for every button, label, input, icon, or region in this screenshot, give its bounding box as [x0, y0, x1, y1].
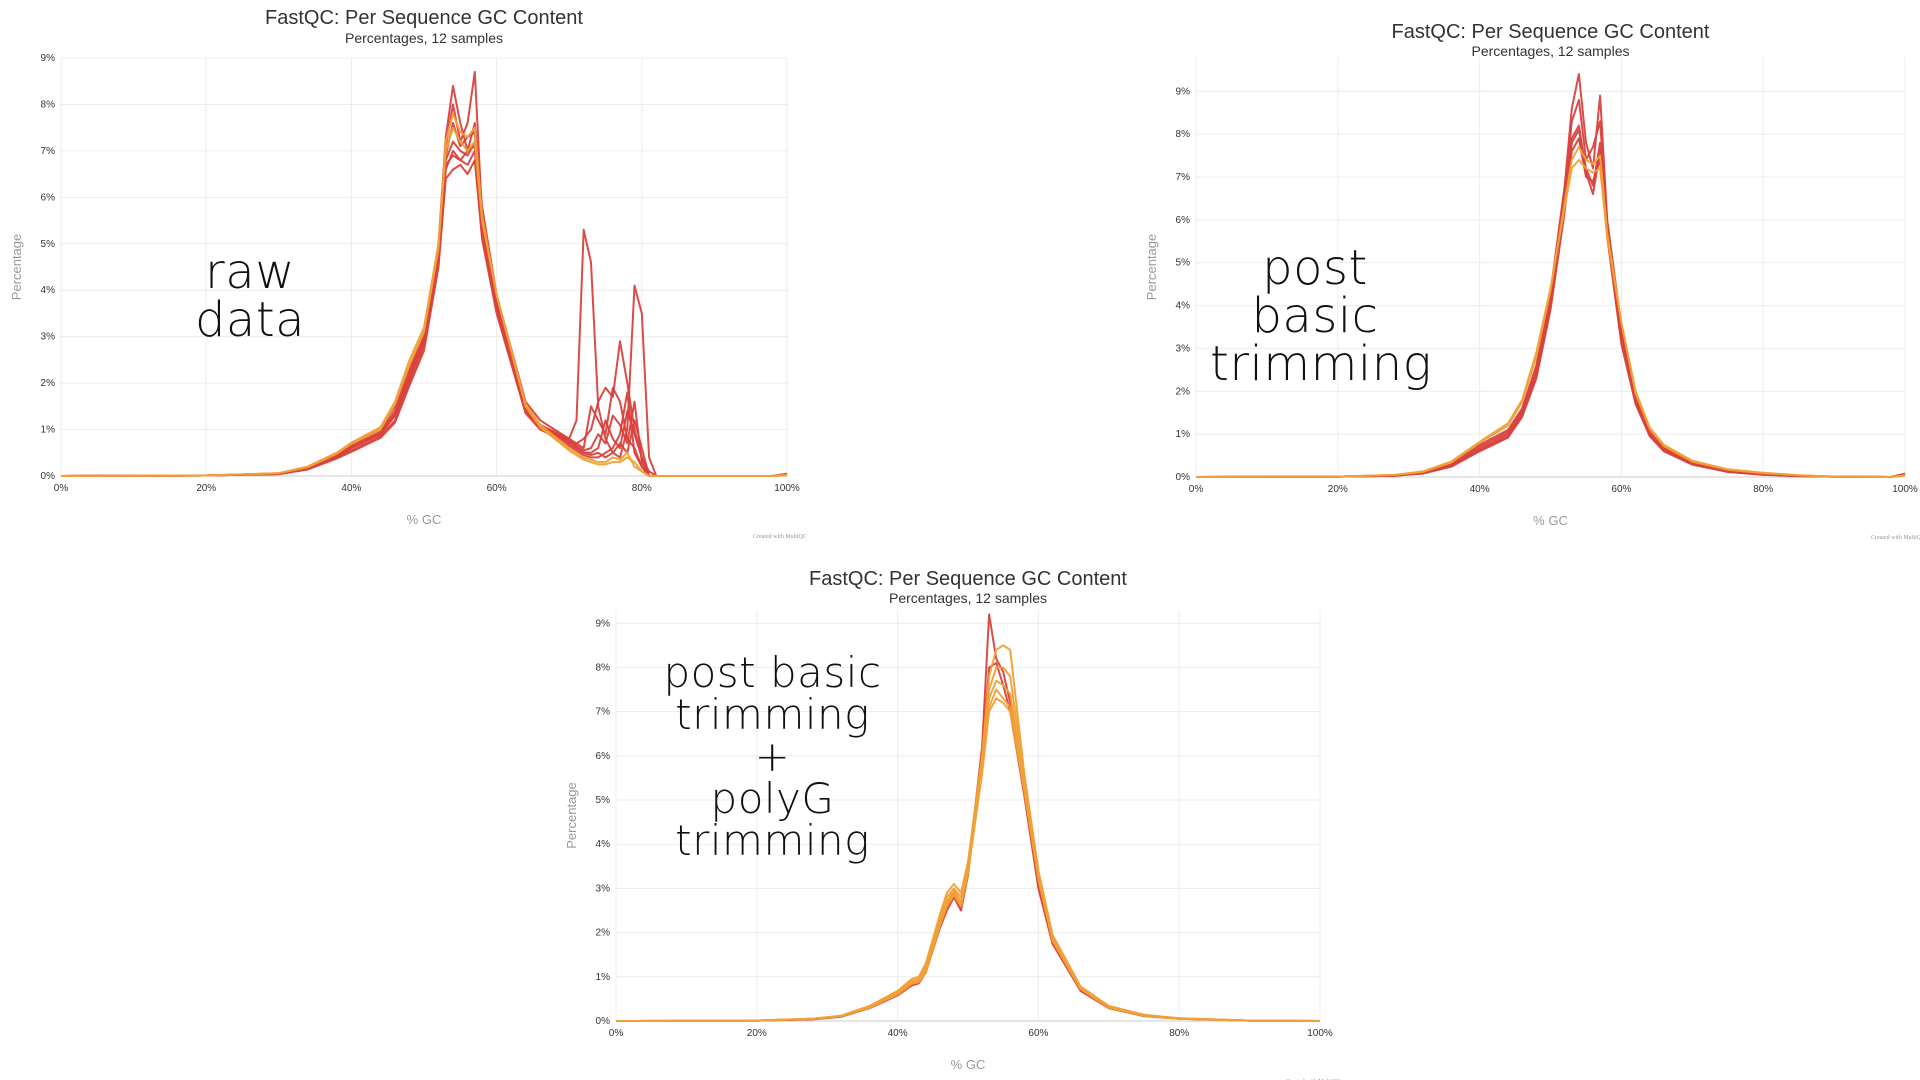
- y-axis-title: Percentage: [1144, 234, 1159, 301]
- x-tick-label: 40%: [888, 1028, 908, 1039]
- credit-label: Created with MultiQC: [1871, 535, 1920, 541]
- y-tick-label: 8%: [1176, 129, 1191, 140]
- chart-subtitle: Percentages, 12 samples: [345, 30, 503, 46]
- chart-raw-data-plot: FastQC: Per Sequence GC ContentPercentag…: [9, 7, 807, 540]
- y-tick-label: 1%: [596, 972, 611, 983]
- chart-title: FastQC: Per Sequence GC Content: [1392, 21, 1710, 43]
- y-tick-label: 9%: [596, 618, 611, 629]
- y-axis-title: Percentage: [564, 782, 579, 849]
- y-tick-label: 4%: [1176, 301, 1191, 312]
- credit-label: Created with MultiQC: [753, 534, 807, 540]
- x-tick-label: 20%: [747, 1028, 767, 1039]
- x-tick-label: 80%: [632, 483, 652, 494]
- chart-post-basic-trimming-plot: FastQC: Per Sequence GC ContentPercentag…: [1144, 21, 1920, 541]
- y-tick-label: 7%: [1176, 172, 1191, 183]
- x-tick-label: 60%: [1028, 1028, 1048, 1039]
- y-tick-label: 0%: [1176, 472, 1191, 483]
- y-tick-label: 6%: [596, 751, 611, 762]
- x-tick-label: 80%: [1753, 484, 1773, 495]
- y-tick-label: 5%: [41, 239, 56, 250]
- x-tick-label: 80%: [1169, 1028, 1189, 1039]
- x-tick-label: 100%: [1307, 1028, 1333, 1039]
- y-tick-label: 9%: [1176, 86, 1191, 97]
- y-tick-label: 7%: [596, 707, 611, 718]
- x-axis-title: % GC: [951, 1057, 986, 1072]
- y-tick-label: 6%: [1176, 215, 1191, 226]
- chart-subtitle: Percentages, 12 samples: [889, 590, 1047, 606]
- x-tick-label: 0%: [1189, 484, 1204, 495]
- y-tick-label: 7%: [41, 146, 56, 157]
- y-tick-label: 1%: [41, 425, 56, 436]
- y-tick-label: 0%: [41, 471, 56, 482]
- annotation-line: trimming: [1210, 336, 1432, 392]
- y-tick-label: 4%: [41, 285, 56, 296]
- y-tick-label: 5%: [596, 795, 611, 806]
- annotation-line: post basic: [663, 648, 882, 697]
- y-tick-label: 5%: [1176, 258, 1191, 269]
- x-tick-label: 40%: [341, 483, 361, 494]
- annotation-post-basic-trimming: post basic trimming: [1210, 240, 1432, 392]
- chart-post-basic-trimming: FastQC: Per Sequence GC Content Percentag…: [1130, 0, 1920, 545]
- x-axis-title: % GC: [1533, 513, 1568, 528]
- annotation-post-polyg-trimming: post basic trimming + polyG trimming: [655, 652, 890, 862]
- y-tick-label: 6%: [41, 192, 56, 203]
- y-tick-label: 3%: [41, 332, 56, 343]
- x-tick-label: 60%: [1611, 484, 1631, 495]
- annotation-line: trimming +: [675, 690, 870, 781]
- x-tick-label: 0%: [609, 1028, 624, 1039]
- chart-subtitle: Percentages, 12 samples: [1472, 43, 1630, 59]
- x-tick-label: 0%: [54, 483, 69, 494]
- x-tick-label: 60%: [487, 483, 507, 494]
- chart-post-polyg-trimming: FastQC: Per Sequence GC Content Percentag…: [555, 560, 1355, 1080]
- y-tick-label: 4%: [596, 839, 611, 850]
- annotation-line: post basic: [1251, 240, 1379, 344]
- y-tick-label: 3%: [596, 883, 611, 894]
- x-tick-label: 20%: [1328, 484, 1348, 495]
- series-line-7: [1195, 146, 1906, 478]
- y-tick-label: 2%: [596, 928, 611, 939]
- y-tick-label: 1%: [1176, 429, 1191, 440]
- series-line-6: [60, 159, 788, 477]
- x-axis-title: % GC: [407, 512, 442, 527]
- chart-post-polyg-trimming-plot: FastQC: Per Sequence GC ContentPercentag…: [564, 568, 1340, 1080]
- series-line-5: [1195, 128, 1906, 478]
- annotation-line: trimming: [675, 816, 870, 865]
- x-tick-label: 100%: [1892, 484, 1918, 495]
- series-line-9: [60, 112, 788, 477]
- annotation-line: raw data: [194, 244, 306, 348]
- chart-title: FastQC: Per Sequence GC Content: [809, 568, 1127, 590]
- y-tick-label: 9%: [41, 53, 56, 64]
- y-tick-label: 0%: [596, 1016, 611, 1027]
- y-tick-label: 8%: [596, 662, 611, 673]
- annotation-line: polyG: [710, 774, 835, 823]
- y-tick-label: 3%: [1176, 343, 1191, 354]
- chart-raw-data: FastQC: Per Sequence GC Content Percentag…: [0, 0, 807, 545]
- y-axis-title: Percentage: [9, 234, 24, 301]
- chart-title: FastQC: Per Sequence GC Content: [265, 7, 583, 29]
- x-tick-label: 100%: [774, 483, 800, 494]
- series-line-7: [615, 697, 1321, 1022]
- y-tick-label: 2%: [41, 378, 56, 389]
- y-tick-label: 8%: [41, 99, 56, 110]
- annotation-raw-data: raw data: [145, 248, 355, 344]
- y-tick-label: 2%: [1176, 386, 1191, 397]
- x-tick-label: 20%: [196, 483, 216, 494]
- x-tick-label: 40%: [1470, 484, 1490, 495]
